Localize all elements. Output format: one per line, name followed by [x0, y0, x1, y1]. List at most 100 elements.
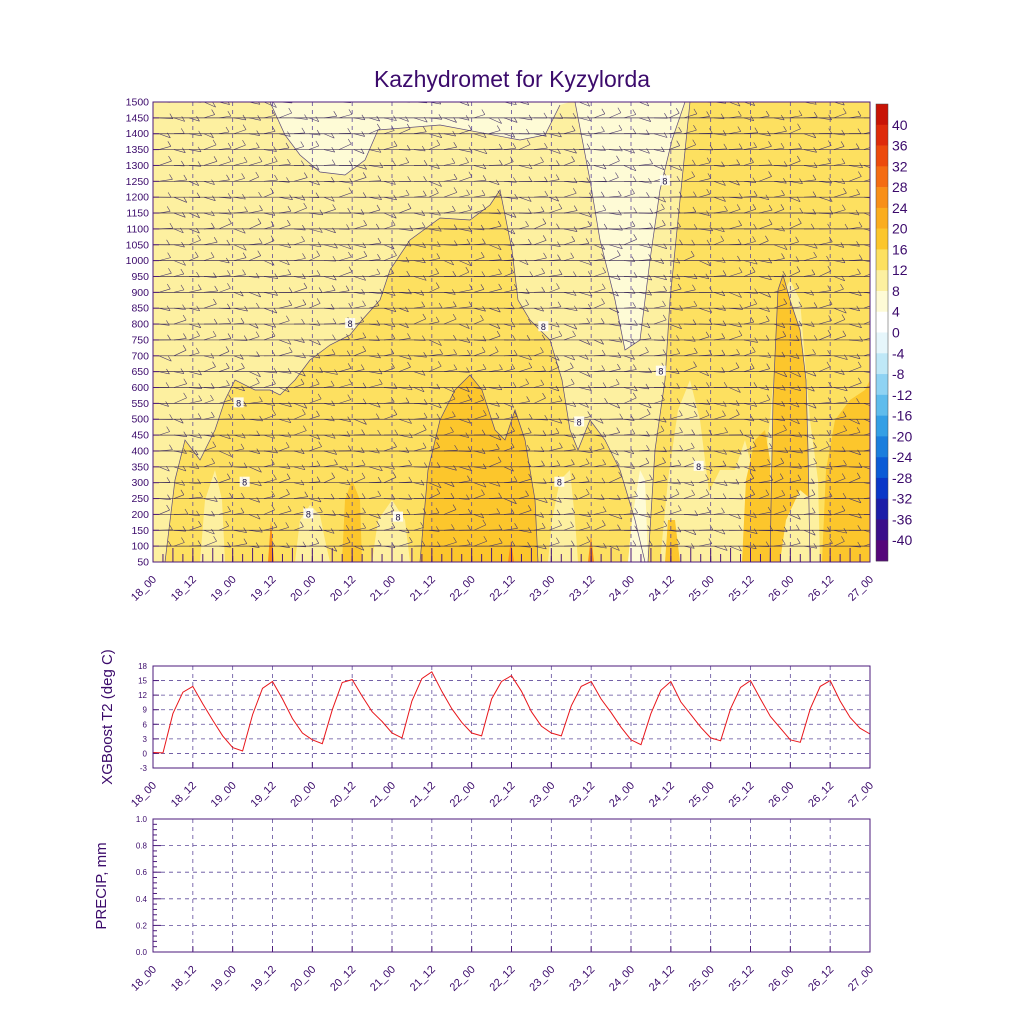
- t2-xtick-label: 18_00: [129, 780, 159, 810]
- precip-ytick-label: 0.4: [136, 895, 148, 904]
- t2-xtick-label: 23_00: [527, 780, 557, 810]
- colorbar-label: 24: [892, 200, 908, 216]
- colorbar-segment: [876, 540, 888, 561]
- precip-ytick-label: 1.0: [136, 815, 148, 824]
- wind-barb-flag: [871, 444, 874, 449]
- heatmap-fill: [153, 102, 870, 562]
- wind-barb-flag: [871, 315, 874, 320]
- colorbar-segment: [876, 187, 888, 208]
- heatmap-ytick-label: 450: [131, 430, 149, 442]
- wind-barb-flag: [871, 212, 874, 217]
- heatmap-ytick-label: 1400: [126, 128, 150, 140]
- heatmap-xtick-label: 19_00: [209, 574, 239, 604]
- heatmap-xtick-label: 20_00: [288, 574, 318, 604]
- colorbar-label: 4: [892, 304, 900, 320]
- colorbar-segment: [876, 499, 888, 520]
- colorbar-label: -28: [892, 470, 912, 486]
- wind-barb-flag: [798, 97, 801, 102]
- colorbar-label: -8: [892, 366, 905, 382]
- heatmap-xtick-label: 23_00: [527, 574, 557, 604]
- heatmap-ytick-label: 150: [131, 525, 149, 537]
- wind-barb-flag: [873, 258, 876, 263]
- heatmap-xtick-label: 25_12: [727, 574, 757, 604]
- colorbar-label: 16: [892, 241, 908, 257]
- t2-ylabel: XGBoost T2 (deg C): [99, 649, 116, 785]
- heatmap-xtick-label: 27_00: [846, 574, 876, 604]
- t2-xtick-label: 26_12: [806, 780, 836, 810]
- colorbar-label: -4: [892, 345, 905, 361]
- wind-barb: [474, 98, 484, 102]
- colorbar-label: -32: [892, 491, 912, 507]
- heatmap-xtick-label: 21_00: [368, 574, 398, 604]
- heatmap-ytick-label: 1250: [126, 176, 150, 188]
- wind-barb-flag: [872, 419, 875, 424]
- heatmap-xtick-label: 20_12: [328, 574, 358, 604]
- precip-xtick-label: 27_00: [846, 964, 876, 994]
- wind-barb: [294, 99, 305, 102]
- wind-barb-flag: [873, 165, 876, 170]
- contour-label: 8: [658, 367, 663, 377]
- precip-xtick-label: 25_00: [687, 964, 717, 994]
- wind-barb: [234, 98, 245, 102]
- colorbar-segment: [876, 457, 888, 478]
- precip-xtick-label: 21_12: [408, 964, 438, 994]
- colorbar: 4036322824201612840-4-8-12-16-20-24-28-3…: [876, 104, 912, 561]
- colorbar-segment: [876, 249, 888, 270]
- precip-xtick-label: 22_00: [448, 964, 478, 994]
- precip-xtick-label: 25_12: [727, 964, 757, 994]
- chart-title: Kazhydromet for Kyzylorda: [374, 66, 650, 92]
- heatmap-ytick-label: 1050: [126, 239, 150, 251]
- wind-barb-flag: [871, 141, 874, 146]
- t2-xtick-label: 22_00: [448, 780, 478, 810]
- colorbar-label: -40: [892, 532, 912, 548]
- wind-barb: [564, 99, 575, 102]
- wind-barb-flag: [873, 194, 876, 199]
- contour-label: 8: [541, 322, 546, 332]
- precip-xtick-label: 18_00: [129, 964, 159, 994]
- heatmap-ytick-label: 1100: [126, 223, 149, 235]
- colorbar-label: -24: [892, 449, 912, 465]
- t2-grid-lines: [153, 666, 870, 768]
- t2-ytick-label: 3: [143, 735, 148, 744]
- colorbar-segment: [876, 478, 888, 499]
- wind-barb: [354, 97, 365, 102]
- heatmap-ytick-label: 650: [131, 366, 149, 378]
- contour-label: 8: [662, 176, 667, 186]
- precip-xtick-label: 20_12: [328, 964, 358, 994]
- wind-barb-flag: [871, 268, 874, 273]
- colorbar-segment: [876, 270, 888, 291]
- wind-barb: [489, 99, 502, 102]
- colorbar-segment: [876, 333, 888, 354]
- wind-barb-flag: [451, 94, 454, 99]
- heatmap-ytick-label: 50: [137, 557, 149, 569]
- heatmap-ytick-label: 250: [131, 493, 149, 505]
- wind-barb-flag: [572, 94, 575, 99]
- colorbar-segment: [876, 166, 888, 187]
- colorbar-segment: [876, 146, 888, 167]
- heatmap-ytick-label: 1500: [126, 97, 150, 109]
- wind-barb-flag: [394, 95, 397, 100]
- wind-barb-flag: [183, 95, 186, 100]
- heatmap-xtick-label: 25_00: [687, 574, 717, 604]
- wind-barb-flag: [873, 95, 876, 100]
- heatmap-ytick-label: 800: [131, 319, 149, 331]
- colorbar-segment: [876, 312, 888, 333]
- wind-barb-flag: [542, 92, 545, 97]
- colorbar-segment: [876, 416, 888, 437]
- precip-ytick-label: 0.0: [136, 948, 148, 957]
- heatmap-xtick-label: 22_00: [448, 574, 478, 604]
- precip-xtick-label: 23_12: [567, 964, 597, 994]
- t2-xtick-label: 25_12: [727, 780, 757, 810]
- t2-xtick-label: 21_12: [408, 780, 438, 810]
- wind-barb-flag: [693, 95, 696, 100]
- heatmap-ytick-label: 350: [131, 461, 149, 473]
- colorbar-segment: [876, 291, 888, 312]
- t2-ytick-label: 9: [143, 706, 148, 715]
- precip-xtick-label: 21_00: [368, 964, 398, 994]
- heatmap-xtick-label: 26_00: [766, 574, 796, 604]
- heatmap-xtick-label: 19_12: [249, 574, 279, 604]
- colorbar-label: 20: [892, 221, 908, 237]
